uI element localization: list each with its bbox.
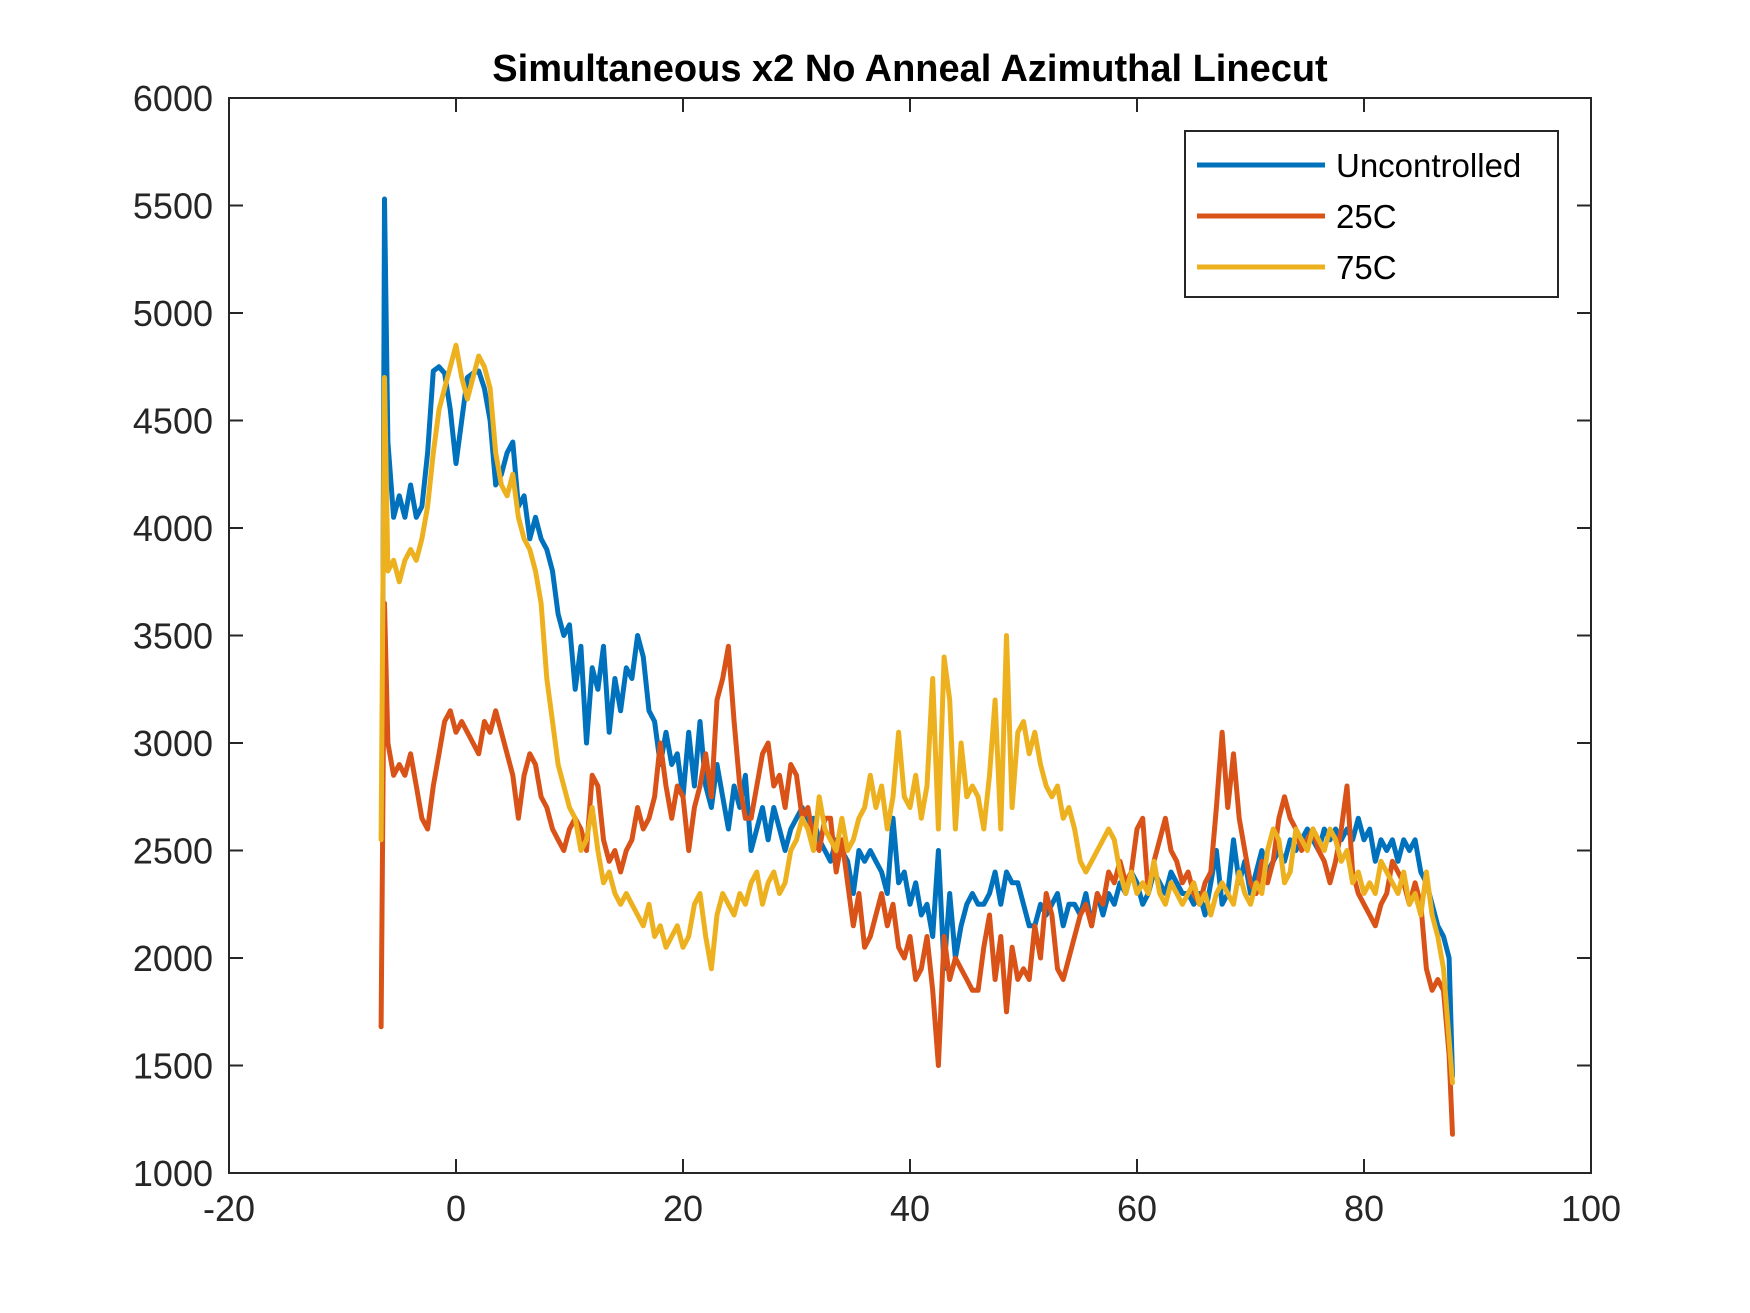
y-tick-label: 3000 [133, 723, 213, 764]
y-tick-label: 5000 [133, 293, 213, 334]
y-tick-label: 1000 [133, 1153, 213, 1194]
y-tick-label: 4000 [133, 508, 213, 549]
series-line-25c [378, 600, 1455, 1137]
x-tick-label: -20 [203, 1188, 255, 1229]
x-tick-label: 100 [1561, 1188, 1621, 1229]
x-tick-label: 60 [1117, 1188, 1157, 1229]
series-line-75c [378, 342, 1455, 1086]
x-tick-label: 0 [446, 1188, 466, 1229]
legend: Uncontrolled 25C 75C [1184, 130, 1559, 298]
y-tick-label: 5500 [133, 186, 213, 227]
y-tick-label: 6000 [133, 78, 213, 119]
axes: -20 0 20 40 60 80 100 1000 1500 2000 2500 3000 3500 4… [133, 78, 1621, 1229]
y-tick-label: 3500 [133, 616, 213, 657]
x-tick-label: 40 [890, 1188, 930, 1229]
legend-label-25c: 25C [1336, 198, 1397, 235]
x-tick-label: 80 [1344, 1188, 1384, 1229]
y-tick-label: 2000 [133, 938, 213, 979]
chart-title: Simultaneous x2 No Anneal Azimuthal Line… [492, 48, 1328, 90]
legend-items: Uncontrolled 25C 75C [1197, 147, 1521, 286]
series-layer [378, 196, 1455, 1137]
legend-label-75c: 75C [1336, 249, 1397, 286]
x-tick-label: 20 [663, 1188, 703, 1229]
legend-label-uncontrolled: Uncontrolled [1336, 147, 1521, 184]
y-tick-label: 2500 [133, 831, 213, 872]
y-tick-label: 1500 [133, 1046, 213, 1087]
y-tick-label: 4500 [133, 401, 213, 442]
